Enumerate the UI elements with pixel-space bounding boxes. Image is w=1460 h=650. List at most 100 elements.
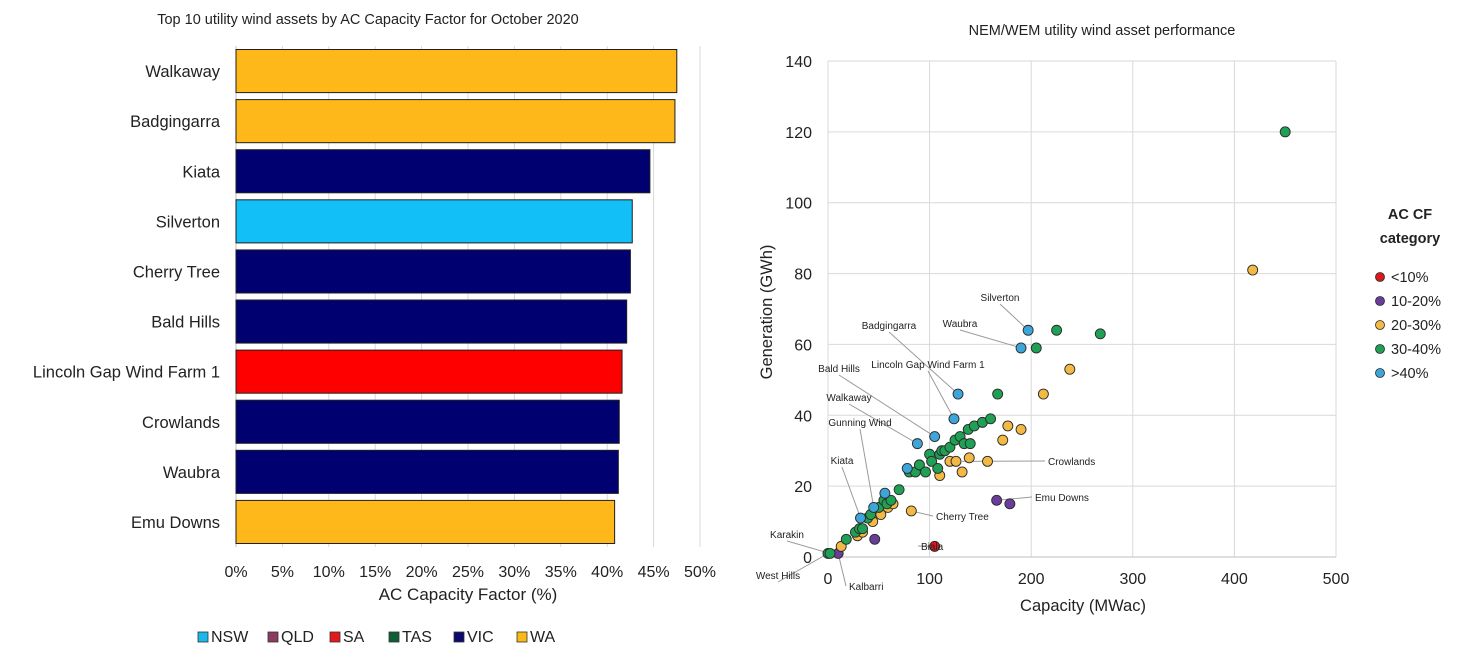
legend-swatch bbox=[197, 631, 209, 643]
scatter-point bbox=[1051, 324, 1063, 336]
bar-x-tick-label: 0% bbox=[224, 564, 247, 581]
scatter-point bbox=[992, 388, 1004, 400]
scatter-y-tick-label: 100 bbox=[785, 196, 812, 213]
scatter-point bbox=[905, 505, 917, 517]
scatter-point bbox=[952, 388, 964, 400]
bar-category-label: Badgingarra bbox=[130, 113, 221, 131]
bar-chart-x-ticks: 0% 5% 10% 15% 20% 25% 30% 35% 40% 45% 50% bbox=[224, 564, 716, 581]
scatter-point bbox=[1094, 328, 1106, 340]
scatter-chart-leader-lines bbox=[777, 303, 1046, 587]
bar bbox=[235, 149, 651, 194]
scatter-legend-title: category bbox=[1380, 231, 1440, 247]
legend-swatch bbox=[453, 631, 465, 643]
annotation-leader-line bbox=[848, 403, 918, 445]
scatter-point bbox=[948, 413, 960, 425]
bar-category-label: Emu Downs bbox=[131, 514, 220, 532]
scatter-point bbox=[1002, 420, 1014, 432]
annotation-leader-line bbox=[888, 331, 959, 395]
annotation-label: Gunning Wind bbox=[828, 418, 891, 429]
annotation-leader-line bbox=[999, 303, 1029, 331]
legend-label: VIC bbox=[467, 629, 494, 646]
annotation-label: Waubra bbox=[943, 319, 978, 330]
scatter-point bbox=[991, 494, 1003, 506]
scatter-y-tick-label: 60 bbox=[794, 337, 812, 354]
bar bbox=[235, 49, 678, 94]
annotation-label: Biala bbox=[921, 542, 944, 553]
scatter-chart-y-axis-label: Generation (GWh) bbox=[758, 245, 776, 380]
scatter-point bbox=[868, 501, 880, 513]
bar-category-label: Silverton bbox=[156, 213, 220, 231]
scatter-legend-marker bbox=[1375, 320, 1385, 330]
bar bbox=[235, 349, 623, 394]
bar-category-label: Cherry Tree bbox=[133, 263, 220, 281]
scatter-y-tick-label: 20 bbox=[794, 479, 812, 496]
bar-category-label: Lincoln Gap Wind Farm 1 bbox=[33, 364, 220, 382]
annotation-leader-line bbox=[927, 370, 955, 420]
scatter-legend-marker bbox=[1375, 344, 1385, 354]
bar bbox=[235, 399, 620, 444]
scatter-point bbox=[824, 548, 836, 559]
scatter-y-tick-label: 80 bbox=[794, 267, 812, 284]
scatter-legend-marker bbox=[1375, 368, 1385, 378]
scatter-chart-annotations: Silverton Waubra Badgingarra Lincoln Gap Wi… bbox=[756, 293, 1095, 593]
bar-x-tick-label: 40% bbox=[591, 564, 623, 581]
annotation-leader-line bbox=[837, 553, 847, 587]
bar-x-tick-label: 20% bbox=[406, 564, 438, 581]
annotation-label: West Hills bbox=[756, 571, 800, 582]
scatter-legend-title: AC CF bbox=[1388, 207, 1432, 223]
scatter-point bbox=[956, 466, 968, 478]
legend-swatch bbox=[516, 631, 528, 643]
scatter-y-tick-label: 140 bbox=[785, 54, 812, 71]
annotation-label: Lincoln Gap Wind Farm 1 bbox=[871, 360, 985, 371]
annotation-leader-line bbox=[786, 540, 831, 554]
annotation-label: Silverton bbox=[981, 293, 1020, 304]
scatter-legend-label: 20-30% bbox=[1391, 318, 1441, 334]
scatter-y-tick-label: 40 bbox=[794, 408, 812, 425]
scatter-x-tick-label: 500 bbox=[1323, 571, 1350, 588]
bar-chart-legend: NSW QLD SA TAS VIC WA bbox=[197, 629, 556, 646]
bar-x-tick-label: 45% bbox=[638, 564, 670, 581]
bar-x-tick-label: 30% bbox=[498, 564, 530, 581]
scatter-point bbox=[920, 466, 931, 478]
bar bbox=[235, 449, 619, 494]
bar-x-tick-label: 10% bbox=[313, 564, 345, 581]
scatter-chart-grid bbox=[827, 60, 1337, 558]
bar-chart-category-labels: Walkaway Badgingarra Kiata Silverton Cherry … bbox=[33, 63, 221, 532]
legend-label: TAS bbox=[402, 629, 432, 646]
scatter-point bbox=[840, 533, 852, 545]
bar bbox=[235, 499, 616, 544]
legend-label: WA bbox=[530, 629, 556, 646]
scatter-point bbox=[950, 455, 962, 467]
annotation-leader-line bbox=[777, 553, 829, 583]
scatter-point bbox=[932, 462, 944, 474]
scatter-chart-ticks: 0 100 200 300 400 500 0 20 40 60 80 100 120 140 bbox=[785, 54, 1349, 588]
scatter-point bbox=[885, 494, 897, 506]
annotation-label: Kalbarri bbox=[849, 582, 883, 593]
legend-swatch bbox=[388, 631, 400, 643]
bar bbox=[235, 249, 631, 294]
scatter-point bbox=[1279, 126, 1291, 138]
scatter-chart: NEM/WEM utility wind asset performance 0… bbox=[756, 23, 1441, 615]
annotation-label: Badgingarra bbox=[862, 321, 917, 332]
bar-x-tick-label: 25% bbox=[452, 564, 484, 581]
scatter-point bbox=[893, 484, 905, 496]
scatter-legend-label: >40% bbox=[1391, 366, 1429, 382]
annotation-leader-line bbox=[838, 374, 935, 437]
legend-label: SA bbox=[343, 629, 365, 646]
scatter-legend-marker bbox=[1375, 296, 1385, 306]
scatter-point bbox=[997, 434, 1009, 446]
scatter-point bbox=[1015, 424, 1027, 435]
scatter-point bbox=[857, 523, 868, 535]
bar-category-label: Walkaway bbox=[145, 63, 220, 81]
scatter-point bbox=[1030, 342, 1042, 354]
bar bbox=[235, 299, 628, 344]
bar-x-tick-label: 35% bbox=[545, 564, 577, 581]
annotation-label: Karakin bbox=[770, 530, 804, 541]
annotation-label: Cherry Tree bbox=[936, 512, 989, 523]
annotation-leader-line bbox=[841, 466, 861, 519]
bar-chart-title: Top 10 utility wind assets by AC Capacit… bbox=[157, 12, 579, 28]
scatter-x-tick-label: 300 bbox=[1119, 571, 1146, 588]
scatter-chart-title: NEM/WEM utility wind asset performance bbox=[969, 23, 1236, 39]
annotation-label: Crowlands bbox=[1048, 457, 1095, 468]
